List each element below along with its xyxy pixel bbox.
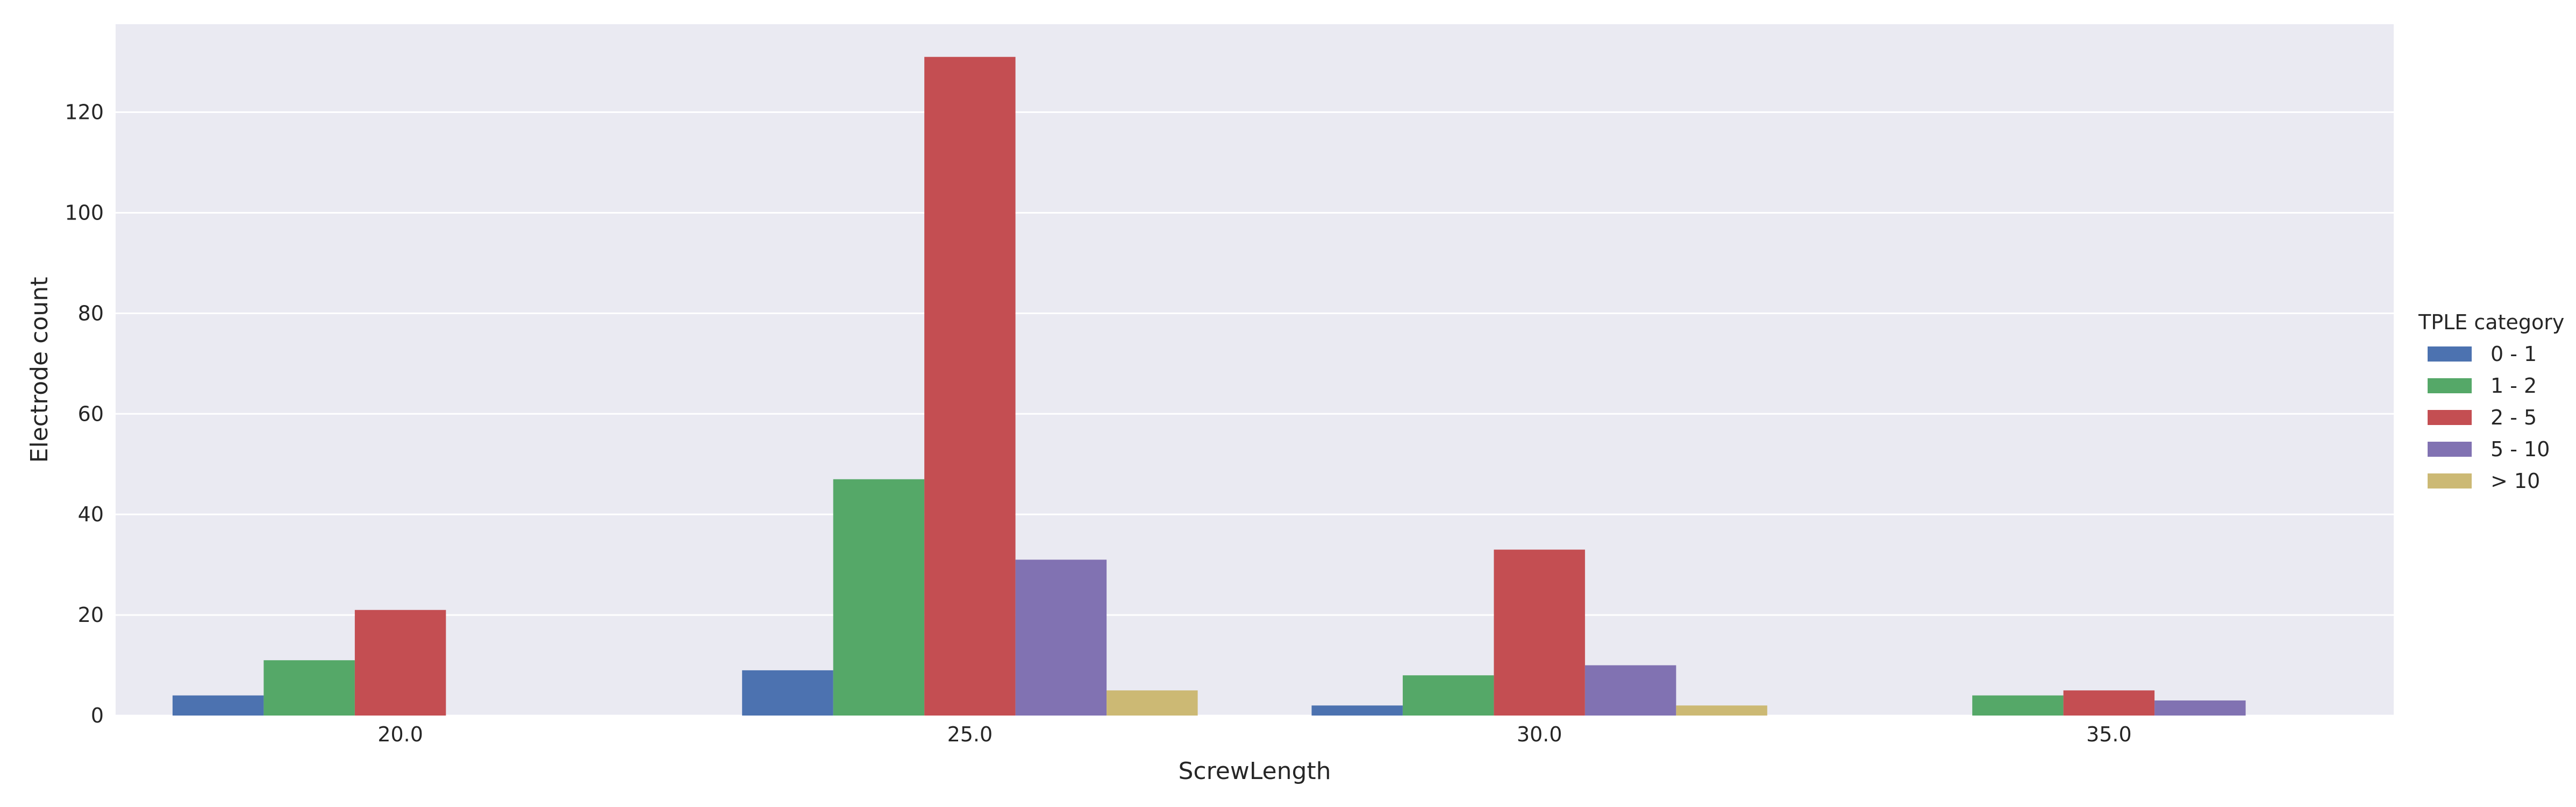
- y-tick-label: 40: [78, 502, 104, 526]
- bars: [172, 56, 2246, 716]
- bar-35.0-1-2: [1972, 695, 2064, 716]
- bar-30.0-2-5: [1494, 549, 1585, 716]
- legend-swatch: [2428, 346, 2472, 362]
- legend-swatch: [2428, 442, 2472, 457]
- bar-25.0-5-10: [1015, 560, 1107, 716]
- legend-label: 5 - 10: [2491, 437, 2550, 461]
- bar-20.0-0-1: [172, 695, 264, 716]
- y-tick-label: 60: [78, 402, 104, 426]
- legend-title: TPLE category: [2418, 310, 2564, 334]
- gridlines: [116, 111, 2394, 717]
- legend-label: 1 - 2: [2491, 374, 2537, 398]
- y-tick-label: 80: [78, 301, 104, 325]
- y-tick-label: 0: [91, 704, 104, 727]
- x-tick-label: 20.0: [377, 723, 423, 746]
- x-tick-label: 35.0: [2086, 723, 2132, 746]
- legend-label: 2 - 5: [2491, 406, 2537, 429]
- bar-25.0-1-2: [833, 479, 925, 716]
- bar-25.0-0-1: [742, 670, 833, 716]
- x-tick-label: 25.0: [947, 723, 993, 746]
- bar-25.0-10: [1107, 690, 1198, 716]
- bar-20.0-2-5: [354, 610, 446, 716]
- bar-30.0-5-10: [1585, 665, 1676, 716]
- bar-25.0-2-5: [924, 56, 1016, 716]
- legend-swatch: [2428, 473, 2472, 489]
- legend-label: 0 - 1: [2491, 342, 2537, 366]
- x-tick-label: 30.0: [1517, 723, 1562, 746]
- bar-20.0-1-2: [263, 660, 355, 716]
- y-axis-label: Electrode count: [26, 277, 53, 463]
- legend-swatch: [2428, 378, 2472, 393]
- y-tick-label: 20: [78, 603, 104, 627]
- x-axis-label: ScrewLength: [1178, 758, 1331, 785]
- legend-swatch: [2428, 410, 2472, 425]
- legend-label: > 10: [2491, 469, 2540, 493]
- bar-35.0-5-10: [2154, 700, 2246, 716]
- y-tick-label: 100: [65, 201, 104, 224]
- y-axis-ticks: 0 20 40 60 80 100 120: [65, 101, 104, 727]
- bar-30.0-0-1: [1311, 705, 1403, 716]
- plot-area: [116, 24, 2394, 716]
- bar-30.0-10: [1676, 705, 1767, 716]
- x-axis-ticks: 20.0 25.0 30.0 35.0: [377, 723, 2131, 746]
- bar-30.0-1-2: [1402, 675, 1494, 716]
- bar-35.0-2-5: [2063, 690, 2155, 716]
- legend: TPLE category 0 - 1 1 - 2 2 - 5 5 - 10 > 10: [2418, 310, 2564, 493]
- y-tick-label: 120: [65, 101, 104, 124]
